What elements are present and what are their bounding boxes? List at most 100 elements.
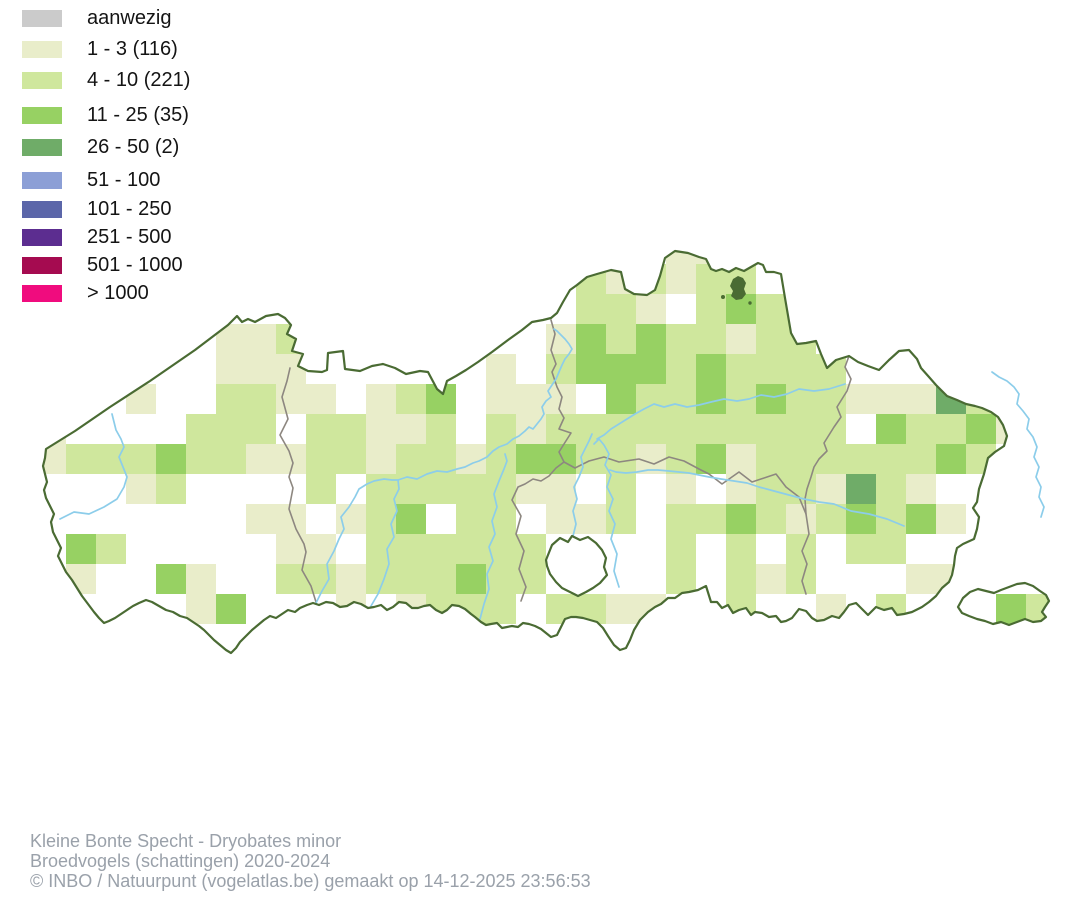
species-title: Kleine Bonte Specht - Dryobates minor xyxy=(30,831,342,851)
baarle-hertog-dot xyxy=(748,301,752,305)
atlas-cell xyxy=(786,534,816,564)
atlas-cell xyxy=(756,414,786,444)
atlas-cell xyxy=(486,534,516,564)
legend-label: 1 - 3 (116) xyxy=(87,37,178,60)
atlas-cell xyxy=(696,354,726,384)
atlas-cell xyxy=(516,384,546,414)
atlas-cell xyxy=(846,474,876,504)
atlas-cell xyxy=(756,504,786,534)
legend-swatch xyxy=(22,9,62,27)
legend-label: 501 - 1000 xyxy=(87,253,183,276)
atlas-cell xyxy=(576,324,606,354)
atlas-cell xyxy=(966,414,996,444)
atlas-cell xyxy=(786,354,816,384)
atlas-cell xyxy=(966,384,996,414)
atlas-cell xyxy=(126,444,156,474)
legend-item: 501 - 1000 xyxy=(22,251,190,279)
atlas-cell xyxy=(576,354,606,384)
atlas-cell xyxy=(246,444,276,474)
atlas-cell xyxy=(726,354,756,384)
atlas-cell xyxy=(96,444,126,474)
atlas-cell xyxy=(396,504,426,534)
legend-swatch xyxy=(22,40,62,58)
atlas-cell xyxy=(846,504,876,534)
legend-item: 251 - 500 xyxy=(22,223,190,251)
atlas-cell xyxy=(756,324,786,354)
atlas-cell xyxy=(456,564,486,594)
atlas-cell xyxy=(696,414,726,444)
atlas-cell xyxy=(216,384,246,414)
atlas-cell xyxy=(906,444,936,474)
atlas-cell xyxy=(756,384,786,414)
atlas-cell xyxy=(786,504,816,534)
atlas-cell xyxy=(696,251,726,264)
voeren-exclave-outline xyxy=(956,581,1051,627)
atlas-cell xyxy=(456,474,486,504)
survey-subtitle: Broedvogels (schattingen) 2020-2024 xyxy=(30,851,331,871)
atlas-cell xyxy=(126,384,156,414)
legend-item: 1 - 3 (116) xyxy=(22,35,190,63)
atlas-cell xyxy=(516,444,546,474)
atlas-cell xyxy=(726,504,756,534)
atlas-cell xyxy=(66,444,96,474)
grid-cells xyxy=(43,251,1049,653)
legend-item: 101 - 250 xyxy=(22,195,190,223)
atlas-cell xyxy=(246,324,276,354)
atlas-cell xyxy=(546,594,576,624)
atlas-cell xyxy=(336,594,366,624)
flanders-boundary xyxy=(41,249,1009,655)
atlas-cell xyxy=(366,564,396,594)
atlas-cell xyxy=(726,324,756,354)
atlas-cell xyxy=(606,504,636,534)
legend-item: > 1000 xyxy=(22,279,190,307)
atlas-cell xyxy=(426,564,456,594)
atlas-cell xyxy=(636,624,666,653)
atlas-cell xyxy=(1026,624,1049,653)
atlas-cell xyxy=(756,444,786,474)
atlas-cell xyxy=(666,324,696,354)
atlas-cell xyxy=(876,414,906,444)
atlas-cell xyxy=(666,251,696,264)
atlas-cell xyxy=(456,504,486,534)
atlas-cell xyxy=(666,414,696,444)
atlas-cell xyxy=(576,504,606,534)
atlas-cell xyxy=(726,474,756,504)
atlas-cell xyxy=(726,444,756,474)
atlas-cell xyxy=(636,354,666,384)
atlas-cell xyxy=(576,444,606,474)
atlas-cell xyxy=(606,324,636,354)
legend-swatch xyxy=(22,106,62,124)
atlas-cell xyxy=(216,354,246,384)
atlas-cell xyxy=(366,444,396,474)
atlas-cell xyxy=(486,384,516,414)
atlas-cell xyxy=(966,444,996,474)
atlas-cell xyxy=(486,414,516,444)
copyright-line: © INBO / Natuurpunt (vogelatlas.be) gema… xyxy=(30,871,591,891)
atlas-cell xyxy=(906,474,936,504)
atlas-cell xyxy=(936,414,966,444)
atlas-cell xyxy=(486,354,516,384)
legend-swatch xyxy=(22,71,62,89)
atlas-cell xyxy=(696,504,726,534)
atlas-cell xyxy=(306,474,336,504)
atlas-cell xyxy=(336,444,366,474)
atlas-cell xyxy=(306,444,336,474)
atlas-cell xyxy=(216,594,246,624)
atlas-cell xyxy=(366,534,396,564)
atlas-cell xyxy=(606,264,636,294)
rivers xyxy=(59,328,1045,620)
legend-swatch xyxy=(22,200,62,218)
atlas-cell xyxy=(786,474,816,504)
atlas-cell xyxy=(666,564,696,594)
legend-item: 4 - 10 (221) xyxy=(22,66,190,94)
atlas-cell xyxy=(636,384,666,414)
atlas-cell xyxy=(516,534,546,564)
atlas-cell xyxy=(306,534,336,564)
atlas-cell xyxy=(906,504,936,534)
atlas-cell xyxy=(756,354,786,384)
legend-swatch xyxy=(22,171,62,189)
atlas-cell xyxy=(576,414,606,444)
atlas-cell xyxy=(366,414,396,444)
atlas-cell xyxy=(186,444,216,474)
